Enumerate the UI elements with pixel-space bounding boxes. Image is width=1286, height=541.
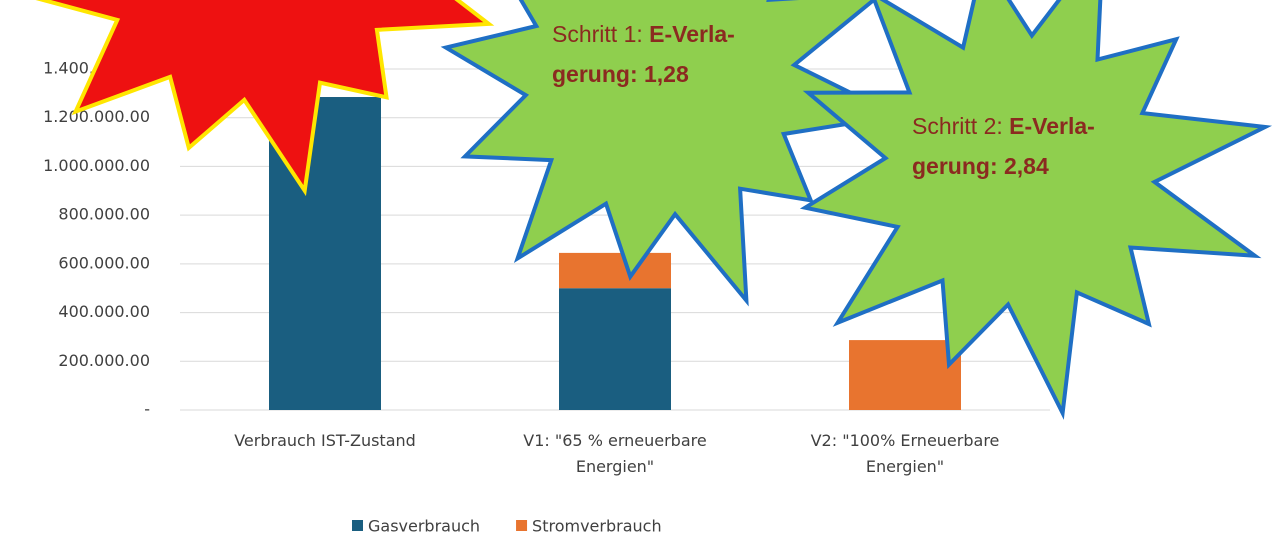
bar-segment [559, 252, 671, 289]
red-starburst [35, 0, 495, 197]
bar-segment [559, 288, 671, 410]
annotation-emphasis: gerung: 1,28 [552, 61, 689, 87]
y-tick-label: 600.000.00 [58, 253, 150, 272]
x-tick-label: Verbrauch IST-Zustand [234, 431, 416, 450]
y-tick-label: - [144, 400, 150, 419]
bar-segment [849, 340, 961, 410]
annotation-emphasis: E-Verla- [1009, 113, 1095, 139]
legend-swatch [352, 520, 363, 531]
green-starburst [440, 0, 904, 307]
green-starburst [799, 0, 1273, 420]
y-tick-label: 1.200.000.00 [43, 107, 150, 126]
y-tick-label: 200.000.00 [58, 351, 150, 370]
annotation-label: Schritt 1: [552, 21, 643, 47]
legend-swatch [516, 520, 528, 531]
legend-label: Gasverbrauch [368, 517, 480, 536]
y-tick-label: 400.000.00 [58, 302, 150, 321]
x-tick-label: V2: "100% Erneuerbare Energien" [810, 431, 1000, 476]
legend-label: Stromverbrauch [532, 517, 662, 536]
annotation-emphasis: E-Verla- [649, 21, 735, 47]
annotation-emphasis: gerung: 2,84 [912, 153, 1049, 179]
annotation-label: Schritt 2: [912, 113, 1003, 139]
x-tick-label: V1: "65 % erneuerbare Energien" [523, 431, 707, 476]
y-tick-label: 1.000.000.00 [43, 156, 150, 175]
y-tick-label: 800.000.00 [58, 205, 150, 224]
annotation: Schritt 2: E-Verla- [912, 113, 1095, 139]
annotation: Schritt 1: E-Verla- [552, 21, 735, 47]
